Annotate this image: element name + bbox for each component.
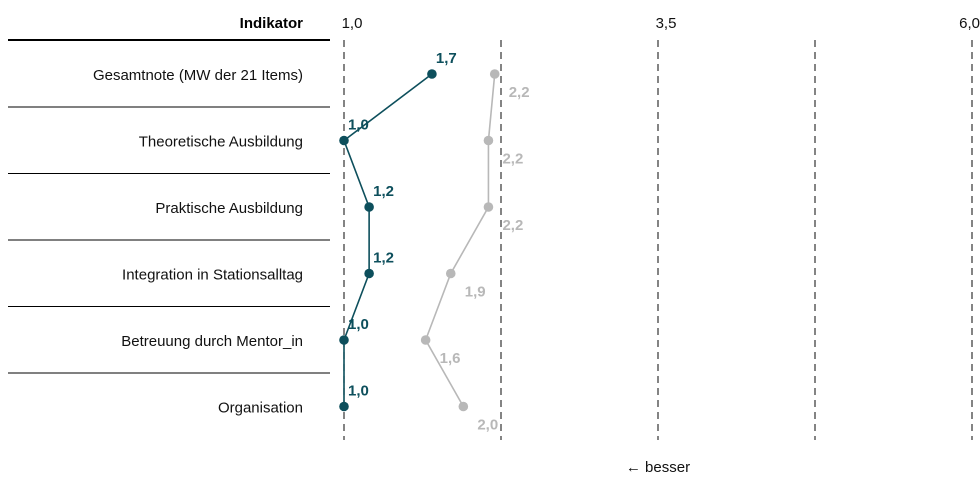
x-tick-label: 1,0	[342, 15, 363, 32]
comparison-data-label: 1,9	[465, 284, 486, 301]
main-data-point	[364, 202, 374, 212]
main-data-point	[339, 335, 349, 345]
comparison-data-point	[420, 335, 431, 345]
comparison-data-label: 2,2	[502, 217, 523, 234]
comparison-data-point	[489, 69, 500, 79]
comparison-data-point	[458, 401, 469, 412]
main-data-point	[339, 401, 349, 412]
main-data-label: 1,2	[373, 250, 394, 267]
comparison-data-label: 2,0	[477, 417, 498, 434]
main-data-label: 1,2	[373, 183, 394, 200]
better-note: ← besser	[626, 459, 690, 476]
x-axis-ticks: 1,0 3,5 6,0	[342, 15, 980, 32]
row-label: Praktische Ausbildung	[155, 200, 303, 217]
comparison-data-label: 2,2	[509, 84, 530, 101]
series-layer: 2,2 2,2 2,2 1,9 1,6 2,0 1,7 1,0 1,2 1,2 1,0 1,0	[339, 50, 530, 434]
comparison-data-point	[483, 135, 494, 146]
comparison-data-label: 1,6	[440, 350, 461, 367]
row-label: Gesamtnote (MW der 21 Items)	[93, 67, 303, 84]
comparison-data-label: 2,2	[502, 151, 523, 168]
row-label: Organisation	[218, 400, 303, 417]
row-label: Integration in Stationsalltag	[122, 267, 303, 284]
main-series-line	[343, 73, 433, 407]
main-data-label: 1,0	[348, 117, 369, 134]
main-data-label: 1,0	[348, 316, 369, 333]
x-tick-label: 3,5	[656, 15, 677, 32]
comparison-series-line	[424, 73, 496, 407]
x-tick-label: 6,0	[959, 15, 980, 32]
comparison-data-point	[445, 268, 456, 279]
main-data-point	[364, 268, 374, 279]
main-data-label: 1,0	[348, 383, 369, 400]
grid-lines	[343, 40, 973, 440]
main-data-point	[427, 69, 437, 79]
category-rows: Gesamtnote (MW der 21 Items) Theoretische…	[8, 67, 330, 417]
row-label: Betreuung durch Mentor_in	[121, 333, 303, 350]
main-data-point	[339, 135, 349, 146]
indicator-header: Indikator	[240, 15, 304, 32]
row-label: Theoretische Ausbildung	[139, 134, 303, 151]
main-data-label: 1,7	[436, 50, 457, 67]
comparison-data-point	[483, 202, 494, 212]
